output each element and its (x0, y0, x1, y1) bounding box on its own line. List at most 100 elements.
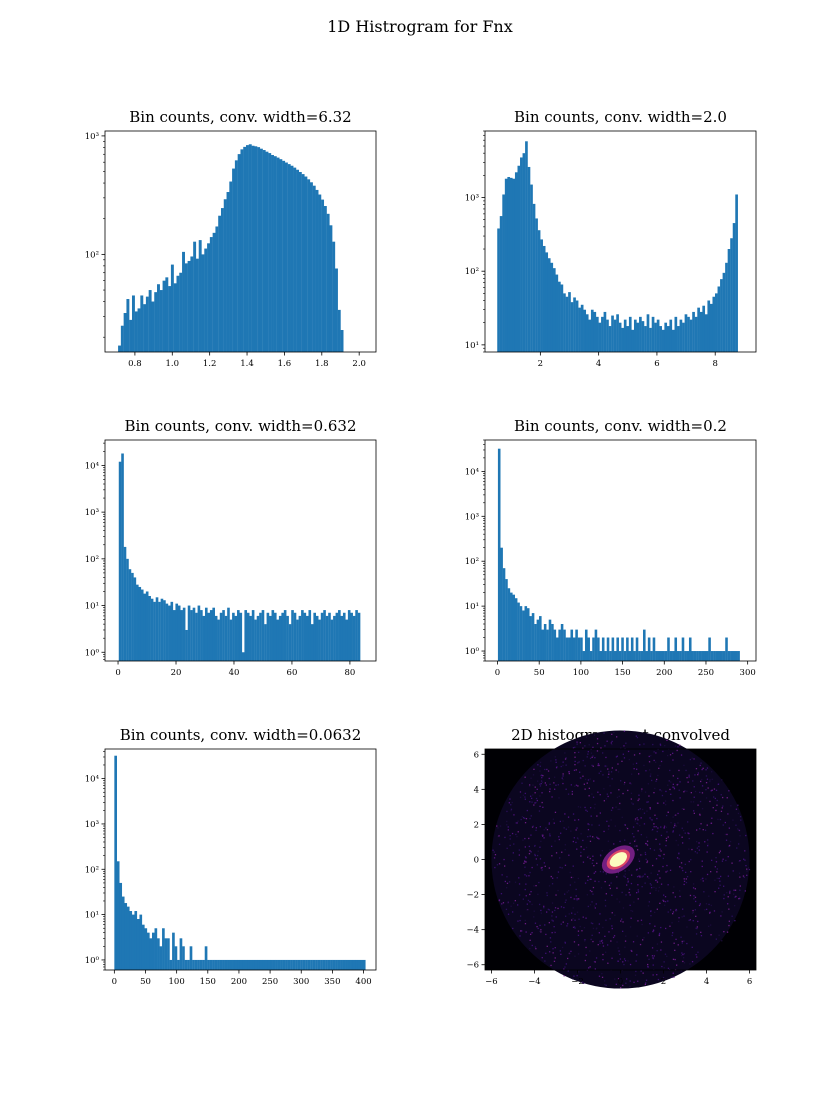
heatmap-speckle (507, 902, 508, 903)
heatmap-speckle (573, 866, 574, 867)
heatmap-speckle (511, 906, 512, 907)
heatmap-speckle (611, 742, 612, 743)
heatmap-speckle (599, 913, 600, 914)
histogram-bar (530, 185, 533, 352)
heatmap-speckle (624, 824, 625, 825)
heatmap-speckle (696, 829, 697, 830)
heatmap-speckle (695, 897, 696, 898)
heatmap-speckle (669, 770, 670, 771)
histogram-bar (712, 297, 715, 352)
histogram-bar (690, 320, 693, 352)
histogram-bar (568, 292, 571, 352)
histogram-bar (670, 651, 673, 661)
histogram-bar (527, 608, 530, 661)
histogram-bar (163, 600, 166, 661)
heatmap-speckle (681, 955, 682, 956)
histogram-bar (498, 449, 501, 661)
heatmap-speckle (535, 802, 536, 803)
heatmap-speckle (551, 920, 552, 921)
heatmap-speckle (595, 968, 596, 969)
heatmap-speckle (624, 840, 625, 841)
histogram-bar (218, 216, 221, 352)
heatmap-speckle (692, 758, 693, 759)
heatmap-speckle (546, 911, 547, 912)
heatmap-speckle (554, 910, 555, 911)
heatmap-speckle (617, 763, 618, 764)
histogram-bar (129, 569, 132, 661)
histogram-bar (631, 330, 634, 352)
heatmap-speckle (574, 837, 575, 838)
histogram-bar (713, 651, 716, 661)
histogram-bar (657, 320, 660, 352)
histogram-bar (274, 156, 277, 352)
heatmap-speckle (551, 915, 552, 916)
heatmap-speckle (720, 915, 721, 916)
heatmap-speckle (526, 875, 527, 876)
heatmap-speckle (611, 925, 612, 926)
heatmap-speckle (588, 829, 589, 830)
heatmap-speckle (633, 764, 634, 765)
heatmap-speckle (682, 828, 683, 829)
heatmap-speckle (635, 975, 636, 976)
heatmap-speckle (558, 871, 559, 872)
heatmap-speckle (624, 947, 625, 948)
histogram-bar (629, 651, 632, 661)
heatmap-speckle (665, 800, 666, 801)
heatmap-speckle (702, 808, 703, 809)
heatmap-speckle (587, 783, 588, 784)
heatmap-speckle (619, 796, 620, 797)
heatmap-speckle (501, 893, 502, 894)
heatmap-speckle (606, 798, 607, 799)
heatmap-speckle (612, 778, 613, 779)
histogram-bar (320, 960, 323, 970)
heatmap-speckle (620, 987, 621, 988)
heatmap-speckle (499, 899, 500, 900)
heatmap-speckle (723, 859, 724, 860)
heatmap-speckle (707, 779, 708, 780)
histogram-bar (250, 960, 253, 970)
heatmap-speckle (657, 881, 658, 882)
heatmap-speckle (633, 982, 634, 983)
heatmap-speckle (746, 870, 747, 871)
heatmap-speckle (576, 742, 577, 743)
histogram-bar (580, 638, 583, 661)
heatmap-speckle (654, 850, 655, 851)
histogram-bar (142, 925, 145, 970)
heatmap-speckle (714, 910, 715, 911)
y-tick-label: 10³ (85, 508, 99, 518)
histogram-bar (595, 630, 598, 661)
heatmap-speckle (670, 794, 671, 795)
heatmap-speckle (702, 792, 703, 793)
heatmap-speckle (627, 960, 628, 961)
histogram-bar (294, 613, 297, 661)
heatmap-speckle (594, 807, 595, 808)
x-tick-label: 0 (112, 977, 117, 987)
heatmap-speckle (532, 794, 533, 795)
heatmap-speckle (592, 894, 593, 895)
heatmap-speckle (643, 743, 644, 744)
histogram-bar (612, 638, 615, 661)
heatmap-speckle (717, 878, 718, 879)
heatmap-speckle (495, 854, 496, 855)
histogram-bar (728, 249, 731, 352)
histogram-bar (510, 178, 513, 352)
heatmap-speckle (684, 881, 685, 882)
heatmap-speckle (542, 775, 543, 776)
histogram-bar (177, 960, 180, 970)
histogram-bar (157, 938, 160, 970)
heatmap-speckle (623, 964, 624, 965)
heatmap-speckle (663, 900, 664, 901)
heatmap-speckle (711, 771, 712, 772)
heatmap-speckle (635, 971, 636, 972)
heatmap-speckle (612, 807, 613, 808)
heatmap-speckle (573, 813, 574, 814)
histogram-bar (350, 960, 353, 970)
heatmap-speckle (679, 896, 680, 897)
heatmap-speckle (597, 838, 598, 839)
histogram-bar (139, 915, 142, 970)
histogram-bar (276, 620, 279, 661)
histogram-bar (643, 630, 646, 661)
histogram-bar (566, 638, 569, 661)
histogram-bar (675, 317, 678, 352)
heatmap-speckle (521, 819, 522, 820)
